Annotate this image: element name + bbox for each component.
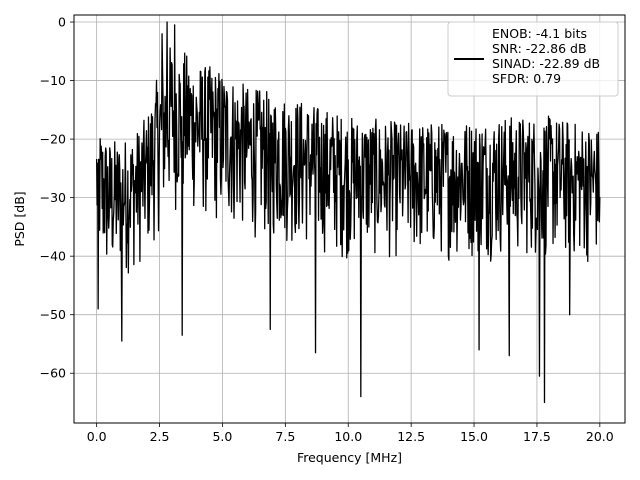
y-axis-label: PSD [dB] [12, 191, 27, 246]
x-axis: 0.0 2.5 5.0 7.5 10.0 12.5 15.0 17.5 20.0 [87, 423, 614, 444]
x-tick-label: 17.5 [523, 429, 551, 444]
plot-area-frame [73, 14, 626, 424]
y-tick-label: −50 [40, 307, 66, 322]
data-layer [95, 21, 601, 404]
y-tick-label: −20 [40, 132, 66, 147]
legend-entry-label: ENOB: -4.1 bits SNR: -22.86 dB SINAD: -22.… [492, 26, 600, 86]
legend-line-2: SNR: -22.86 dB [492, 41, 587, 56]
legend: ENOB: -4.1 bits SNR: -22.86 dB SINAD: -22.… [447, 21, 619, 97]
legend-line-3: SINAD: -22.89 dB [492, 56, 600, 71]
x-tick-label: 20.0 [586, 429, 614, 444]
x-tick-label: 10.0 [334, 429, 362, 444]
legend-line-4: SFDR: 0.79 [492, 71, 561, 86]
y-tick-label: −40 [40, 249, 66, 264]
y-axis: 0 −10 −20 −30 −40 −50 −60 [40, 15, 74, 381]
x-tick-label: 0.0 [87, 429, 107, 444]
y-tick-label: −10 [40, 73, 66, 88]
y-tick-label: −30 [40, 190, 66, 205]
x-tick-label: 2.5 [150, 429, 170, 444]
x-tick-label: 15.0 [460, 429, 488, 444]
x-tick-label: 5.0 [212, 429, 232, 444]
x-tick-label: 12.5 [397, 429, 425, 444]
legend-line-1: ENOB: -4.1 bits [492, 26, 587, 41]
legend-box [447, 21, 619, 97]
y-tick-label: 0 [58, 15, 66, 30]
y-tick-label: −60 [40, 366, 66, 381]
x-axis-label: Frequency [MHz] [297, 450, 402, 465]
x-tick-label: 7.5 [275, 429, 295, 444]
psd-series-line [95, 21, 601, 404]
